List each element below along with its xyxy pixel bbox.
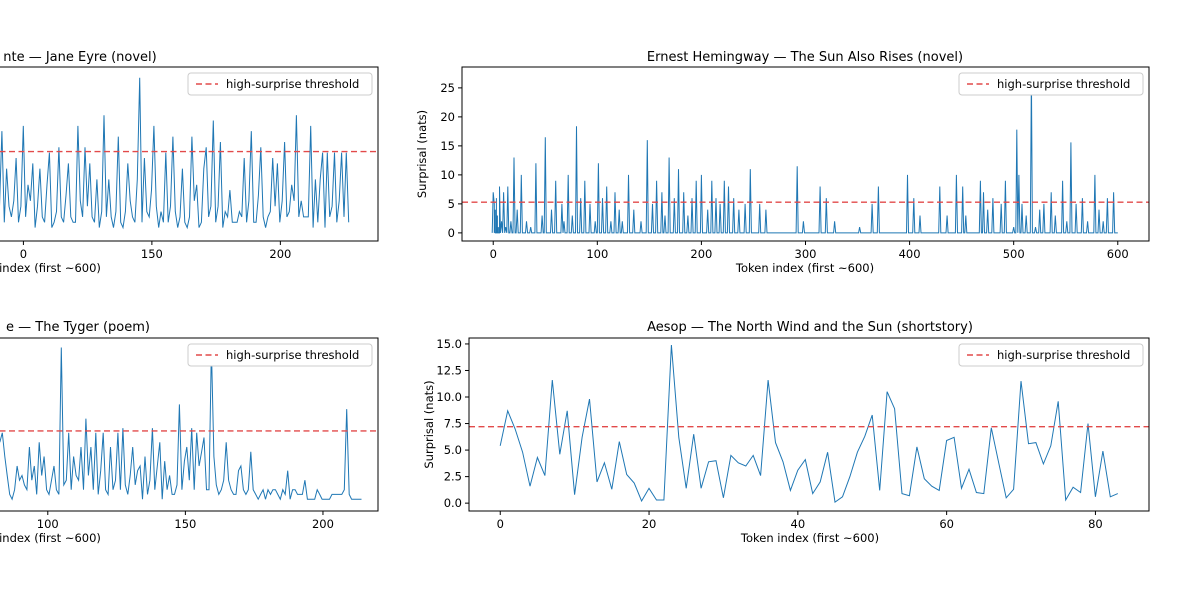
series-line: [0, 77, 350, 230]
y-tick-label: 7.5: [444, 417, 462, 431]
legend: high-surprise threshold: [187, 72, 373, 96]
y-tick-label: 5: [448, 197, 455, 211]
x-axis-label: Token index (first ~600): [740, 531, 879, 545]
y-tick-label: 0.0: [444, 496, 462, 510]
legend-box: [958, 72, 1144, 96]
subplot-2: Ernest Hemingway — The Sun Also Rises (n…: [415, 50, 1150, 275]
x-axis-label: index (first ~600): [0, 261, 101, 275]
x-tick-label: 150: [141, 247, 163, 261]
x-axis-label: Token index (first ~600): [735, 261, 874, 275]
axes-frame: [0, 66, 379, 242]
y-tick-label: 20: [440, 110, 455, 124]
legend-label: high-surprise threshold: [997, 77, 1130, 91]
x-tick-label: 200: [312, 517, 334, 531]
x-tick-label: 300: [795, 247, 817, 261]
subplot-4: Aesop — The North Wind and the Sun (shor…: [422, 320, 1150, 545]
chart-title: e — The Tyger (poem): [6, 320, 150, 335]
legend: high-surprise threshold: [187, 343, 373, 367]
y-tick-label: 5.0: [444, 443, 462, 457]
x-tick-label: 40: [791, 517, 806, 531]
x-tick-label: 400: [899, 247, 921, 261]
legend-box: [187, 72, 373, 96]
legend-label: high-surprise threshold: [997, 348, 1130, 362]
y-axis-label: Surprisal (nats): [422, 380, 436, 468]
y-tick-label: 15: [440, 139, 455, 153]
x-tick-label: 60: [939, 517, 954, 531]
legend-box: [187, 343, 373, 367]
x-tick-label: 0: [497, 517, 504, 531]
x-tick-label: 150: [174, 517, 196, 531]
x-tick-label: 0: [20, 247, 27, 261]
series-line: [491, 73, 1118, 234]
legend: high-surprise threshold: [958, 343, 1144, 367]
axes-frame: [468, 337, 1150, 512]
legend-label: high-surprise threshold: [226, 348, 359, 362]
x-axis-label: index (first ~600): [0, 531, 101, 545]
y-axis-label: Surprisal (nats): [415, 110, 429, 198]
legend-box: [958, 343, 1144, 367]
series-line: [499, 344, 1118, 503]
chart-title: nte — Jane Eyre (novel): [3, 50, 157, 65]
x-tick-label: 100: [586, 247, 608, 261]
x-tick-label: 200: [269, 247, 291, 261]
y-tick-label: 25: [440, 81, 455, 95]
legend-label: high-surprise threshold: [226, 77, 359, 91]
chart-title: Ernest Hemingway — The Sun Also Rises (n…: [647, 50, 963, 65]
chart-title: Aesop — The North Wind and the Sun (shor…: [647, 320, 973, 335]
y-tick-label: 12.5: [436, 363, 462, 377]
y-tick-label: 2.5: [444, 470, 462, 484]
axes-frame: [0, 337, 379, 512]
y-tick-label: 10: [440, 168, 455, 182]
x-tick-label: 200: [690, 247, 712, 261]
y-tick-label: 10.0: [436, 390, 462, 404]
subplot-1: nte — Jane Eyre (novel) 0 150 200 index (fir…: [0, 50, 379, 275]
legend: high-surprise threshold: [958, 72, 1144, 96]
x-tick-label: 80: [1088, 517, 1103, 531]
y-tick-label: 0: [448, 226, 455, 240]
x-tick-label: 100: [37, 517, 59, 531]
series-line: [0, 347, 362, 501]
x-tick-label: 600: [1107, 247, 1129, 261]
subplot-3: e — The Tyger (poem) 100 150 200 index (firs…: [0, 320, 379, 545]
y-tick-label: 15.0: [436, 337, 462, 351]
x-tick-label: 500: [1003, 247, 1025, 261]
x-tick-label: 20: [642, 517, 657, 531]
x-tick-label: 0: [490, 247, 497, 261]
